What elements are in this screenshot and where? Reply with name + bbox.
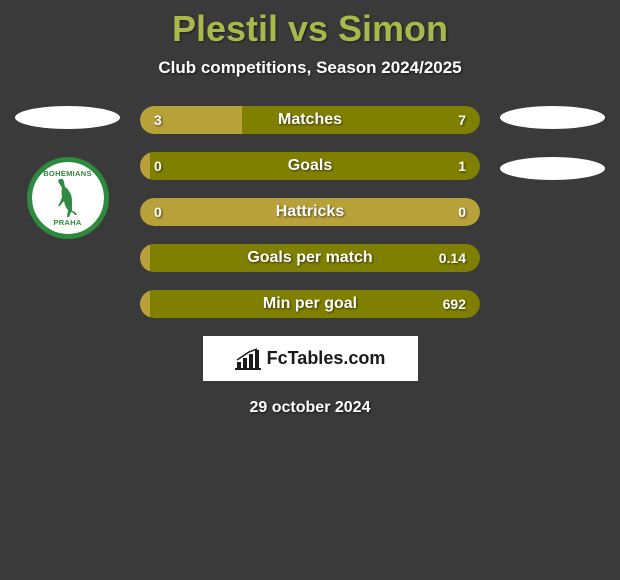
page-title: Plestil vs Simon [0, 0, 620, 50]
stat-bar: 37Matches [140, 106, 480, 134]
stat-bar: 692Min per goal [140, 290, 480, 318]
logo-text: FcTables.com [267, 348, 386, 369]
bar-label: Hattricks [140, 198, 480, 226]
fctables-logo[interactable]: FcTables.com [203, 336, 418, 381]
stat-bar: 00Hattricks [140, 198, 480, 226]
content-row: BOHEMIANS PRAHA 37Matches 01Goals 00Hattri… [0, 106, 620, 318]
bar-label: Goals [140, 152, 480, 180]
subtitle: Club competitions, Season 2024/2025 [0, 58, 620, 78]
bars-container: 37Matches 01Goals 00Hattricks 0.14Goals per… [140, 106, 480, 318]
player-avatar-left [15, 106, 120, 129]
date-line: 29 october 2024 [0, 399, 620, 417]
bar-chart-icon [235, 348, 261, 370]
club-avatar-right [500, 157, 605, 180]
stat-bar: 01Goals [140, 152, 480, 180]
right-player-col [500, 106, 605, 180]
bar-label: Matches [140, 106, 480, 134]
bar-label: Min per goal [140, 290, 480, 318]
club-badge-left: BOHEMIANS PRAHA [27, 157, 109, 239]
bar-label: Goals per match [140, 244, 480, 272]
stat-bar: 0.14Goals per match [140, 244, 480, 272]
left-player-col: BOHEMIANS PRAHA [15, 106, 120, 239]
player-avatar-right [500, 106, 605, 129]
